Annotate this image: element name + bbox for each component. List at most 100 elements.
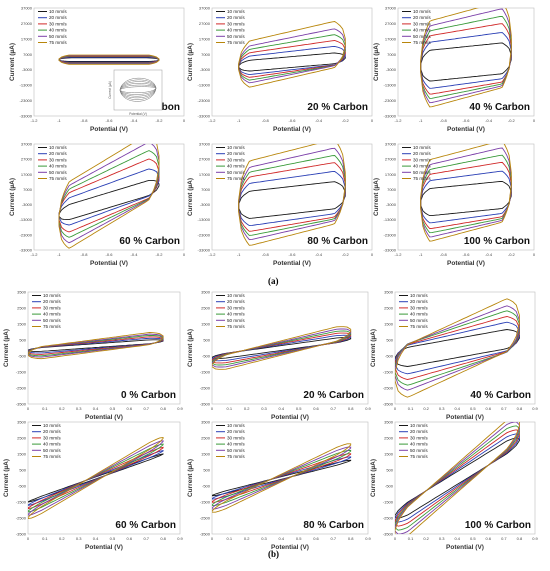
plot-frame xyxy=(211,291,369,405)
legend-label: 30 mm/s xyxy=(43,305,61,310)
legend-label: 40 mm/s xyxy=(410,312,428,317)
cv-loop-10mms xyxy=(238,52,346,72)
legend: 10 mm/s20 mm/s30 mm/s 40 mm/s50 mm/s75 mm… xyxy=(216,145,245,181)
y-tick-label: 27000 xyxy=(199,21,211,26)
x-tick-label: 0.8 xyxy=(517,406,523,411)
legend-label: 30 mm/s xyxy=(227,435,245,440)
x-axis-label: Potential (V) xyxy=(446,544,484,551)
x-tick-label: -1.2 xyxy=(31,252,39,257)
x-tick-label: -0.6 xyxy=(289,252,297,257)
y-tick-label: 3500 xyxy=(201,420,211,425)
y-tick-label: -23000 xyxy=(384,98,397,103)
series-group xyxy=(28,332,164,360)
x-axis-label: Potential (V) xyxy=(90,260,128,267)
legend-label: 30 mm/s xyxy=(49,21,67,26)
legend-label: 30 mm/s xyxy=(413,21,431,26)
x-tick-label: 0.8 xyxy=(517,536,523,541)
x-tick-label: -1.2 xyxy=(209,118,217,123)
y-tick-label: 3500 xyxy=(201,290,211,295)
y-tick-label: 1500 xyxy=(17,322,27,327)
cv-loop-20mms xyxy=(212,456,352,500)
x-tick-label: -1.2 xyxy=(31,118,39,123)
x-tick-label: 0.1 xyxy=(408,536,414,541)
y-tick-label: 500 xyxy=(19,468,26,473)
y-tick-label: 2500 xyxy=(201,306,211,311)
cv-loop-75mms xyxy=(28,332,164,360)
y-tick-label: 37000 xyxy=(21,142,33,147)
y-tick-label: 3500 xyxy=(384,290,394,295)
cv-loop-75mms xyxy=(420,144,512,242)
y-tick-label: 17000 xyxy=(21,172,33,177)
x-tick-label: 0.1 xyxy=(42,406,48,411)
y-tick-label: -3000 xyxy=(386,67,397,72)
legend-label: 75 mm/s xyxy=(410,454,428,459)
legend-label: 20 mm/s xyxy=(43,299,61,304)
legend-label: 40 mm/s xyxy=(49,164,67,169)
y-tick-label: 7000 xyxy=(201,52,211,57)
chart-panel-b2: -3500 -2500 -1500 -500 500 1500 2500 3500 0 0.1 0.… xyxy=(187,290,372,422)
y-tick-label: -1500 xyxy=(200,370,211,375)
y-axis-label: Current (µA) xyxy=(187,459,194,497)
legend-label: 75 mm/s xyxy=(43,454,61,459)
y-tick-label: -3000 xyxy=(200,67,211,72)
chart-panel-b5: -3500 -2500 -1500 -500 500 1500 2500 3500 0 0.1 0.… xyxy=(187,420,372,552)
series-group xyxy=(238,21,346,88)
x-tick-label: -1 xyxy=(419,118,423,123)
cv-loop-75mms xyxy=(28,436,164,519)
x-tick-label: 0.8 xyxy=(348,536,354,541)
y-tick-label: 3500 xyxy=(17,290,27,295)
legend-label: 50 mm/s xyxy=(227,448,245,453)
legend-label: 30 mm/s xyxy=(227,305,245,310)
y-axis-label: Current (µA) xyxy=(373,43,380,81)
x-tick-label: -1 xyxy=(237,118,241,123)
legend: 10 mm/s20 mm/s30 mm/s 40 mm/s50 mm/s75 mm… xyxy=(402,145,431,181)
y-axis-label: Current (µA) xyxy=(373,178,380,216)
y-tick-label: 37000 xyxy=(199,142,211,147)
legend-label: 75 mm/s xyxy=(227,176,245,181)
series-group xyxy=(420,144,512,242)
y-tick-label: -33000 xyxy=(198,114,211,119)
x-tick-label: 0.6 xyxy=(313,406,319,411)
cv-loop-10mms xyxy=(212,337,352,359)
panel-label: 20 % Carbon xyxy=(307,102,368,113)
legend-label: 10 mm/s xyxy=(413,145,431,150)
x-tick-label: -0.8 xyxy=(440,252,448,257)
cv-loop-10mms xyxy=(58,179,160,221)
x-tick-label: 0.5 xyxy=(110,536,116,541)
inset-x-label: Potential (V) xyxy=(129,112,147,116)
x-tick-label: 0.4 xyxy=(93,536,99,541)
legend-label: 75 mm/s xyxy=(410,324,428,329)
x-tick-label: 0.4 xyxy=(279,406,285,411)
x-tick-label: 0.3 xyxy=(439,536,445,541)
legend-label: 20 mm/s xyxy=(227,429,245,434)
y-axis-label: Current (µA) xyxy=(187,329,194,367)
y-tick-label: 37000 xyxy=(199,6,211,11)
x-tick-label: -0.2 xyxy=(156,252,164,257)
y-tick-label: 500 xyxy=(19,338,26,343)
legend-label: 50 mm/s xyxy=(49,170,67,175)
x-tick-label: 0.9 xyxy=(365,536,371,541)
x-tick-label: -1 xyxy=(57,118,61,123)
y-tick-label: -3500 xyxy=(383,402,394,407)
series-group xyxy=(420,8,512,108)
cv-loop-75mms xyxy=(395,422,520,534)
y-tick-label: 500 xyxy=(203,468,210,473)
y-tick-label: 1500 xyxy=(201,322,211,327)
legend-label: 20 mm/s xyxy=(49,151,67,156)
x-tick-label: 0 xyxy=(394,536,397,541)
y-tick-label: 2500 xyxy=(17,436,27,441)
y-tick-label: -2500 xyxy=(16,386,27,391)
x-tick-label: -0.8 xyxy=(262,252,270,257)
legend-label: 30 mm/s xyxy=(43,435,61,440)
y-tick-label: -1500 xyxy=(200,500,211,505)
legend-label: 40 mm/s xyxy=(413,28,431,33)
cv-loop-50mms xyxy=(395,305,520,391)
y-tick-label: -13000 xyxy=(20,83,33,88)
y-tick-label: -2500 xyxy=(200,516,211,521)
x-tick-label: 0.4 xyxy=(279,536,285,541)
legend: 10 mm/s20 mm/s30 mm/s 40 mm/s50 mm/s75 mm… xyxy=(32,423,61,459)
x-tick-label: 0.5 xyxy=(470,536,476,541)
y-tick-label: 17000 xyxy=(199,172,211,177)
legend-label: 20 mm/s xyxy=(49,15,67,20)
cv-loop-20mms xyxy=(28,337,164,354)
